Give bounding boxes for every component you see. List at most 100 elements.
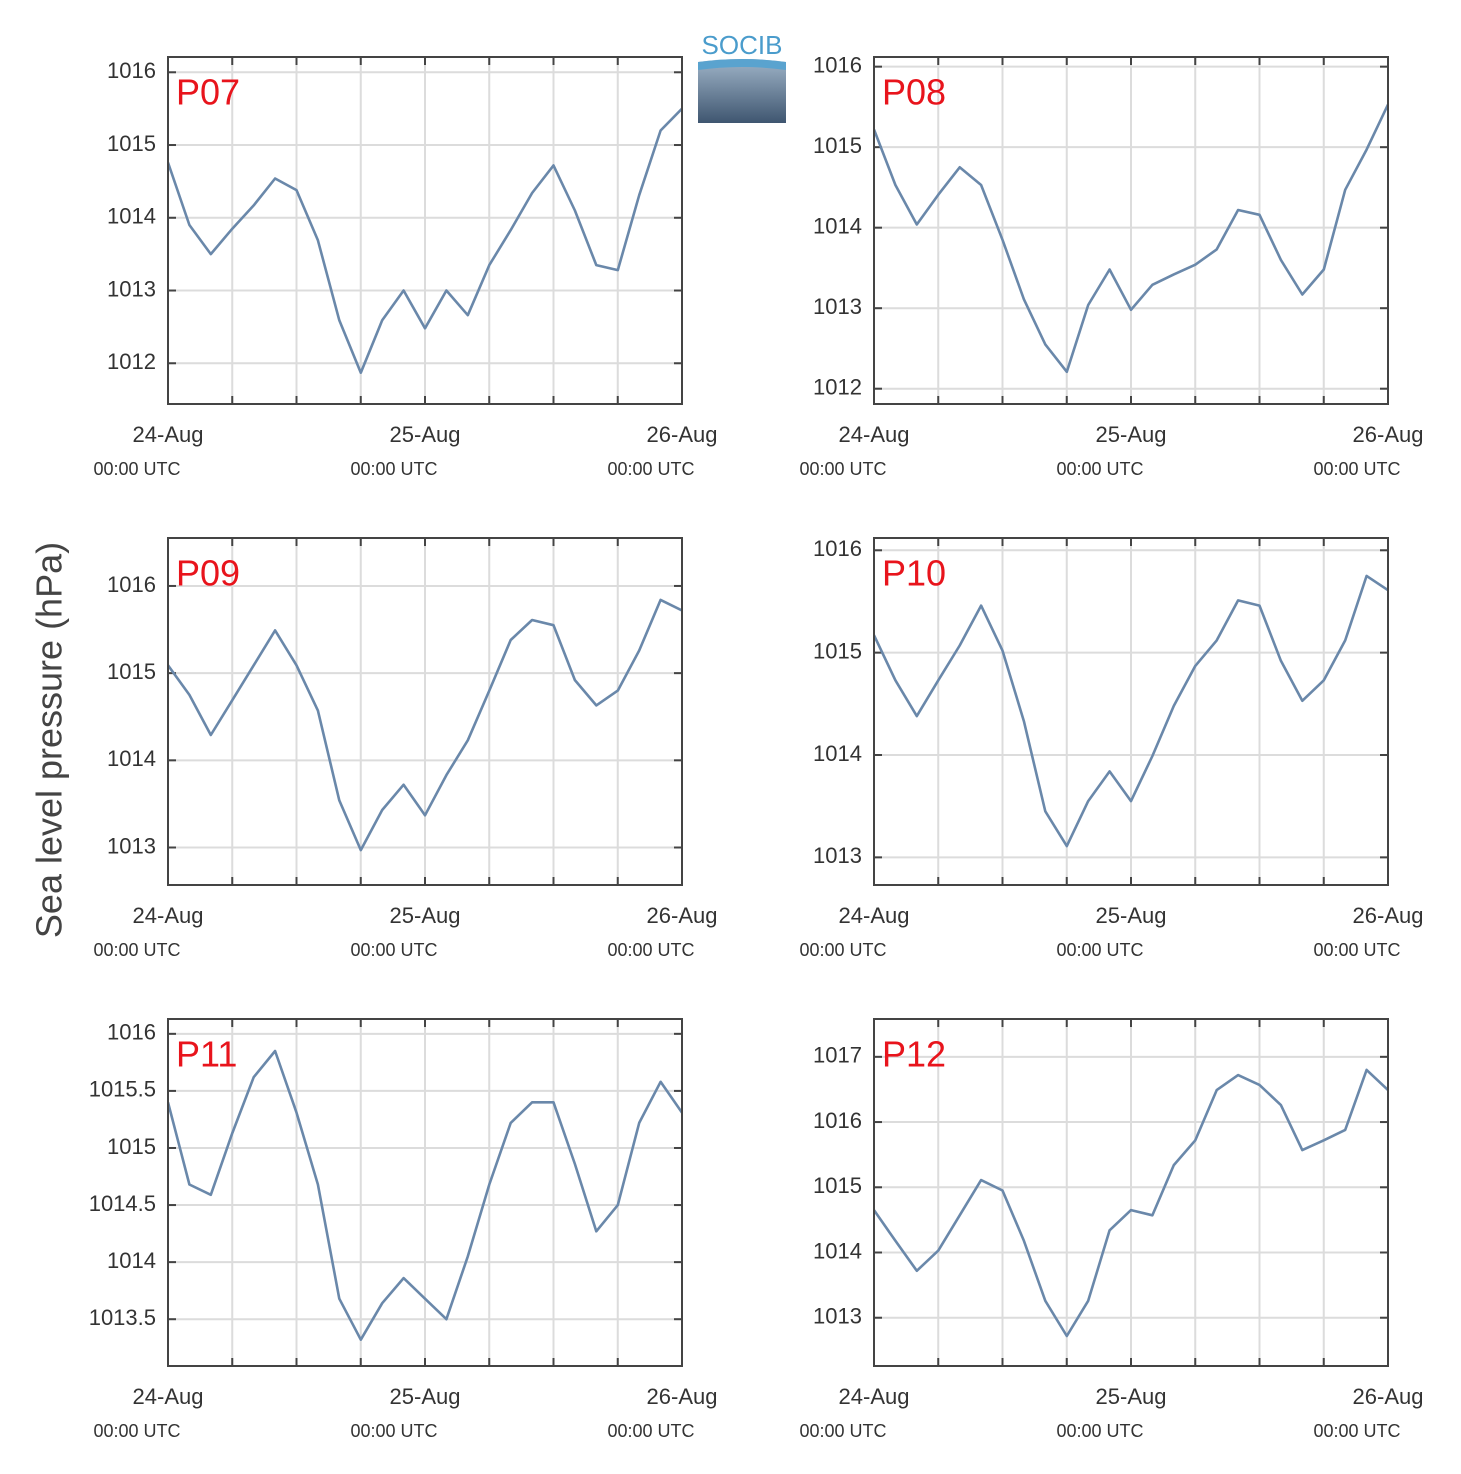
y-tick-label: 1016: [813, 536, 862, 561]
y-tick-label: 1014.5: [89, 1191, 156, 1216]
x-tick-sublabel: 00:00 UTC: [799, 940, 886, 960]
frame: [167, 537, 683, 886]
y-tick-label: 1017: [813, 1043, 862, 1068]
y-tick-label: 1016: [813, 52, 862, 77]
plot-area: [874, 103, 1388, 374]
y-tick-label: 1013: [107, 833, 156, 858]
x-tick-label: 25-Aug: [390, 1384, 461, 1409]
pressure-line: [874, 574, 1388, 848]
x-tick-sublabel: 00:00 UTC: [1313, 940, 1400, 960]
x-tick-label: 26-Aug: [647, 903, 718, 928]
x-tick-label: 25-Aug: [1096, 422, 1167, 447]
panel: 1013.5 1014 1014.5 1015 1015.5 1016 24-Aug 00:0…: [89, 1018, 718, 1441]
frame: [167, 1018, 683, 1367]
y-axis-label: Sea level pressure (hPa): [29, 542, 70, 938]
plot-area: [168, 598, 682, 852]
panel-title: P07: [176, 72, 240, 113]
logo-sea: [698, 59, 786, 70]
y-tick-label: 1014: [107, 1248, 156, 1273]
y-tick-label: 1015.5: [89, 1077, 156, 1102]
panel-title: P08: [882, 72, 946, 113]
panel: 1013 1014 1015 1016 24-Aug 00:00 UTC 25-Aug 00:…: [799, 536, 1423, 960]
panel-title: P12: [882, 1034, 946, 1075]
pressure-line: [168, 107, 682, 374]
panel-title: P11: [176, 1034, 237, 1075]
y-tick-label: 1016: [107, 1020, 156, 1045]
panel: 1013 1014 1015 1016 24-Aug 00:00 UTC 25-Aug 00:…: [93, 537, 718, 960]
logo-text: SOCIB: [702, 30, 783, 60]
x-tick-sublabel: 00:00 UTC: [93, 940, 180, 960]
y-tick-label: 1014: [107, 204, 156, 229]
y-tick-label: 1015: [107, 659, 156, 684]
pressure-line: [874, 103, 1388, 374]
y-tick-label: 1014: [813, 213, 862, 238]
x-tick-sublabel: 00:00 UTC: [799, 459, 886, 479]
y-tick-label: 1016: [107, 572, 156, 597]
x-tick-label: 26-Aug: [1353, 1384, 1424, 1409]
x-tick-sublabel: 00:00 UTC: [1056, 1421, 1143, 1441]
y-tick-label: 1015: [107, 1134, 156, 1159]
x-tick-label: 24-Aug: [133, 903, 204, 928]
x-tick-label: 24-Aug: [839, 903, 910, 928]
x-tick-sublabel: 00:00 UTC: [1313, 459, 1400, 479]
y-tick-label: 1014: [813, 741, 862, 766]
y-tick-label: 1014: [813, 1238, 862, 1263]
panel: 1012 1013 1014 1015 1016 24-Aug 00:00 UTC 25-Au…: [93, 56, 718, 479]
frame: [873, 56, 1389, 405]
plot-area: [874, 1068, 1388, 1338]
y-tick-label: 1012: [107, 349, 156, 374]
x-tick-sublabel: 00:00 UTC: [350, 940, 437, 960]
y-tick-label: 1013: [813, 1304, 862, 1329]
frame: [873, 537, 1389, 886]
y-tick-label: 1015: [107, 131, 156, 156]
y-tick-label: 1013.5: [89, 1305, 156, 1330]
x-tick-label: 25-Aug: [1096, 1384, 1167, 1409]
x-tick-sublabel: 00:00 UTC: [607, 459, 694, 479]
x-tick-sublabel: 00:00 UTC: [93, 459, 180, 479]
y-tick-label: 1015: [813, 638, 862, 663]
y-tick-label: 1013: [813, 843, 862, 868]
plot-area: [874, 574, 1388, 848]
y-tick-label: 1013: [813, 294, 862, 319]
pressure-line: [168, 1049, 682, 1341]
frame: [167, 56, 683, 405]
y-tick-label: 1014: [107, 746, 156, 771]
pressure-line: [874, 1068, 1388, 1338]
y-tick-label: 1016: [813, 1108, 862, 1133]
x-tick-label: 24-Aug: [133, 422, 204, 447]
x-tick-label: 24-Aug: [839, 422, 910, 447]
y-tick-label: 1012: [813, 375, 862, 400]
x-tick-sublabel: 00:00 UTC: [350, 1421, 437, 1441]
panel: 1012 1013 1014 1015 1016 24-Aug 00:00 UTC 25-Au…: [799, 52, 1423, 478]
x-tick-sublabel: 00:00 UTC: [1056, 459, 1143, 479]
frame: [873, 1018, 1389, 1367]
y-tick-label: 1013: [107, 276, 156, 301]
plot-area: [168, 1049, 682, 1341]
x-tick-label: 26-Aug: [647, 1384, 718, 1409]
x-tick-label: 24-Aug: [839, 1384, 910, 1409]
x-tick-sublabel: 00:00 UTC: [350, 459, 437, 479]
panel: 1013 1014 1015 1016 1017 24-Aug 00:00 UTC 25-Au…: [799, 1018, 1424, 1441]
plot-area: [168, 107, 682, 374]
x-tick-label: 25-Aug: [1096, 903, 1167, 928]
y-tick-label: 1015: [813, 1173, 862, 1198]
x-tick-label: 26-Aug: [647, 422, 718, 447]
x-tick-sublabel: 00:00 UTC: [799, 1421, 886, 1441]
x-tick-sublabel: 00:00 UTC: [1313, 1421, 1400, 1441]
y-tick-label: 1016: [107, 58, 156, 83]
pressure-line: [168, 598, 682, 852]
x-tick-label: 26-Aug: [1353, 903, 1424, 928]
x-tick-sublabel: 00:00 UTC: [607, 940, 694, 960]
x-tick-label: 25-Aug: [390, 422, 461, 447]
logo: SOCIB: [698, 30, 786, 123]
x-tick-sublabel: 00:00 UTC: [1056, 940, 1143, 960]
x-tick-label: 24-Aug: [133, 1384, 204, 1409]
x-tick-label: 26-Aug: [1353, 422, 1424, 447]
y-tick-label: 1015: [813, 133, 862, 158]
x-tick-sublabel: 00:00 UTC: [93, 1421, 180, 1441]
x-tick-label: 25-Aug: [390, 903, 461, 928]
logo-wave: [698, 59, 786, 123]
panel-title: P09: [176, 553, 240, 594]
panel-title: P10: [882, 553, 946, 594]
